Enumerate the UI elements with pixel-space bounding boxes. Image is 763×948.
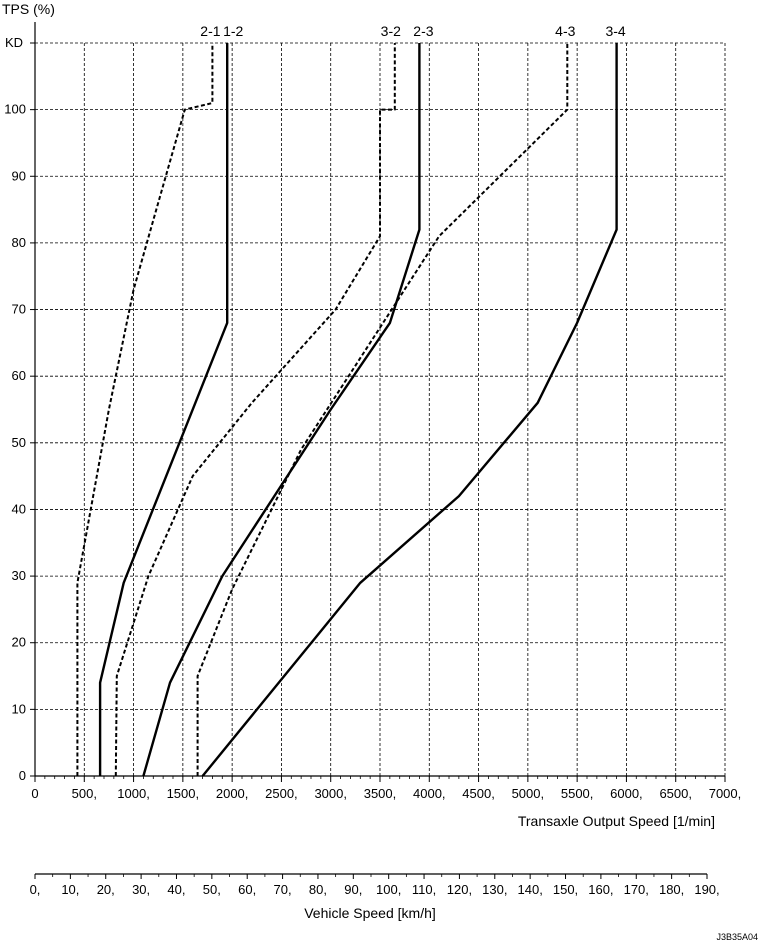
vehicle-speed-tick-label: 10, bbox=[61, 882, 79, 897]
x-tick-label: 1500, bbox=[167, 786, 200, 801]
curve-label-3-2: 3-2 bbox=[381, 23, 401, 39]
shift-line-3-4 bbox=[201, 43, 618, 777]
shift-line-2-1 bbox=[76, 43, 214, 776]
series-lines bbox=[76, 43, 618, 777]
curve-label-1-2: 1-2 bbox=[223, 23, 243, 39]
x-tick-label: 3500, bbox=[364, 786, 397, 801]
vehicle-speed-tick-label: 150, bbox=[553, 882, 578, 897]
kickdown-label: KD bbox=[5, 35, 23, 50]
vehicle-speed-axis-title: Vehicle Speed [km/h] bbox=[304, 905, 436, 921]
vehicle-speed-tick-label: 160, bbox=[588, 882, 613, 897]
y-tick-label: 0 bbox=[19, 768, 26, 783]
x-tick-label: 2500, bbox=[265, 786, 298, 801]
vehicle-speed-tick-label: 120, bbox=[447, 882, 472, 897]
vehicle-speed-tick-label: 0, bbox=[30, 882, 41, 897]
curve-label-3-4: 3-4 bbox=[605, 23, 625, 39]
labels: 0 10 20 30 40 50 60 70 80 90 100 KD 0 500, 1000, 1500, 2… bbox=[4, 23, 741, 897]
grid bbox=[35, 42, 726, 776]
vehicle-speed-tick-label: 140, bbox=[518, 882, 543, 897]
vehicle-speed-tick-label: 90, bbox=[344, 882, 362, 897]
x-tick-label: 4500, bbox=[462, 786, 495, 801]
vehicle-speed-tick-label: 50, bbox=[203, 882, 221, 897]
y-tick-label: 20 bbox=[12, 635, 26, 650]
vehicle-speed-tick-label: 170, bbox=[624, 882, 649, 897]
vehicle-speed-tick-label: 180, bbox=[659, 882, 684, 897]
y-tick-label: 90 bbox=[12, 168, 26, 183]
x-tick-label: 4000, bbox=[413, 786, 446, 801]
vehicle-speed-tick-label: 100, bbox=[376, 882, 401, 897]
y-tick-label: 10 bbox=[12, 701, 26, 716]
x-tick-label: 6000, bbox=[610, 786, 643, 801]
vehicle-speed-tick-label: 60, bbox=[238, 882, 256, 897]
x-tick-label: 5500, bbox=[561, 786, 594, 801]
x-tick-label: 7000, bbox=[709, 786, 742, 801]
figure-code: J3B35A04 bbox=[716, 932, 758, 942]
vehicle-speed-tick-label: 70, bbox=[274, 882, 292, 897]
x-tick-label: 2000, bbox=[216, 786, 249, 801]
shift-line-2-3 bbox=[142, 43, 421, 777]
x-axis-title: Transaxle Output Speed [1/min] bbox=[518, 813, 715, 829]
y-tick-label: 100 bbox=[4, 102, 26, 117]
x-tick-label: 500, bbox=[72, 786, 97, 801]
y-tick-label: 30 bbox=[12, 568, 26, 583]
vehicle-speed-tick-label: 110, bbox=[412, 882, 436, 897]
vehicle-speed-tick-label: 190, bbox=[694, 882, 719, 897]
x-tick-label: 5000, bbox=[512, 786, 545, 801]
curve-label-2-3: 2-3 bbox=[413, 23, 433, 39]
axes bbox=[30, 22, 726, 879]
vehicle-speed-tick-label: 40, bbox=[167, 882, 185, 897]
vehicle-speed-tick-label: 80, bbox=[309, 882, 327, 897]
vehicle-speed-tick-label: 20, bbox=[97, 882, 115, 897]
x-tick-label: 3000, bbox=[314, 786, 347, 801]
x-tick-label: 1000, bbox=[117, 786, 150, 801]
y-tick-label: 50 bbox=[12, 435, 26, 450]
y-axis-title: TPS (%) bbox=[2, 1, 55, 17]
y-tick-label: 60 bbox=[12, 368, 26, 383]
shift-line-1-2 bbox=[98, 43, 229, 776]
y-tick-label: 70 bbox=[12, 302, 26, 317]
curve-label-2-1: 2-1 bbox=[200, 23, 220, 39]
curve-label-4-3: 4-3 bbox=[555, 23, 575, 39]
vehicle-speed-tick-label: 130, bbox=[482, 882, 507, 897]
y-tick-label: 40 bbox=[12, 501, 26, 516]
x-tick-label: 6500, bbox=[659, 786, 692, 801]
y-tick-label: 80 bbox=[12, 235, 26, 250]
x-tick-label: 0 bbox=[31, 786, 38, 801]
vehicle-speed-tick-label: 30, bbox=[132, 882, 150, 897]
shift-line-4-3 bbox=[196, 43, 569, 776]
shift-line-3-2 bbox=[114, 43, 396, 777]
